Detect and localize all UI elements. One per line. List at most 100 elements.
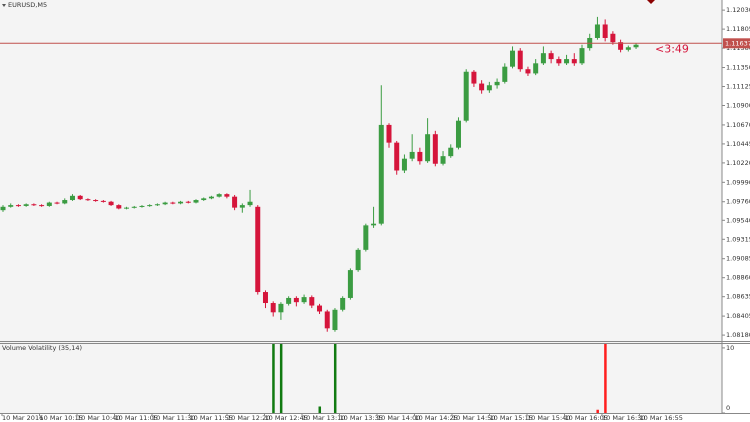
- y-tick-label: 1.08180: [726, 331, 750, 339]
- candle-body: [340, 297, 346, 310]
- candle-body: [486, 85, 492, 91]
- candle-body: [633, 44, 639, 48]
- y-tick-label: 1.11350: [726, 64, 750, 72]
- candle-body: [355, 249, 361, 271]
- candle-body: [77, 195, 83, 200]
- y-tick-label: 1.09085: [726, 255, 750, 263]
- y-tick-label: 1.08405: [726, 312, 750, 320]
- candle-body: [417, 151, 423, 162]
- y-tick-label: 0: [726, 404, 730, 412]
- y-tick-label: 1.11125: [726, 83, 750, 91]
- candle-body: [201, 198, 207, 201]
- candle-body: [401, 158, 407, 171]
- candle-body: [0, 206, 6, 211]
- candle-body: [571, 59, 577, 64]
- countdown: <3:49: [655, 42, 689, 55]
- candle-body: [386, 124, 392, 143]
- candle-body: [432, 134, 438, 164]
- candle-body: [262, 292, 268, 304]
- x-tick-label: 10 Mar 16:55: [640, 414, 683, 422]
- candle-body: [517, 50, 523, 70]
- y-tick-label: 1.09540: [726, 216, 750, 224]
- y-tick-label: 1.08860: [726, 274, 750, 282]
- candle-body: [224, 194, 230, 197]
- x-tick-label: 10 Mar 14:25: [415, 414, 458, 422]
- candle-body: [100, 200, 106, 202]
- candle-body: [440, 156, 446, 164]
- candle-body: [286, 297, 292, 304]
- y-tick-label: 1.09760: [726, 198, 750, 206]
- y-tick-label: 1.10220: [726, 159, 750, 167]
- volatility-bar: [604, 344, 607, 413]
- x-tick-label: 10 Mar 10:40: [77, 414, 120, 422]
- x-tick-label: 10 Mar 16:30: [602, 414, 645, 422]
- candle-body: [479, 83, 485, 91]
- candle-body: [618, 42, 624, 50]
- symbol-label: EURUSD,M5: [8, 1, 47, 9]
- x-tick-label: 10 Mar 15:15: [490, 414, 533, 422]
- candle-body: [185, 201, 191, 203]
- candle-body: [31, 204, 37, 206]
- trade-arrow: [647, 0, 655, 4]
- candle-body: [594, 24, 600, 38]
- candle-body: [564, 59, 570, 64]
- candle-body: [239, 205, 245, 208]
- candle-body: [154, 204, 160, 206]
- menu-triangle: [2, 4, 6, 7]
- candle-body: [510, 50, 516, 67]
- candle-body: [502, 66, 508, 82]
- candle-body: [579, 48, 585, 64]
- candle-body: [108, 201, 114, 206]
- plot-background: [0, 0, 722, 413]
- candle-body: [8, 205, 14, 207]
- candle-body: [162, 202, 168, 205]
- candle-body: [471, 71, 477, 84]
- y-tick-label: 1.09315: [726, 235, 750, 243]
- candle-body: [309, 297, 315, 306]
- volatility-bar: [272, 344, 275, 413]
- candle-body: [270, 303, 276, 313]
- candle-body: [494, 81, 500, 86]
- y-tick-label: 1.08635: [726, 293, 750, 301]
- marks: 1.120301.118051.115801.113501.111251.109…: [0, 6, 750, 422]
- candle-body: [178, 201, 184, 204]
- candle-body: [463, 71, 469, 121]
- candle-body: [193, 200, 199, 203]
- x-tick-label: 10 Mar 11:05: [115, 414, 158, 422]
- volatility-bar: [596, 409, 599, 413]
- indicator-label: Volume Volatility (35,14): [2, 344, 82, 352]
- candle-body: [23, 204, 29, 206]
- candle-body: [556, 59, 562, 64]
- x-tick-label: 10 Mar 10:15: [40, 414, 83, 422]
- candle-body: [332, 309, 338, 331]
- candle-body: [39, 205, 45, 207]
- y-tick-label: 1.10445: [726, 140, 750, 148]
- candle-body: [85, 199, 91, 201]
- candle-body: [139, 205, 145, 207]
- candle-body: [602, 24, 608, 38]
- volatility-bar: [333, 344, 337, 413]
- y-tick-label: 1.09990: [726, 178, 750, 186]
- candle-body: [93, 200, 99, 202]
- candle-body: [409, 151, 415, 159]
- y-tick-label: 1.12030: [726, 6, 750, 14]
- candle-body: [124, 207, 130, 209]
- candle-body: [363, 225, 369, 250]
- volatility-bar: [279, 344, 283, 413]
- candle-body: [425, 134, 431, 162]
- x-tick-label: 10 Mar 16:05: [565, 414, 608, 422]
- candle-body: [347, 270, 353, 298]
- candle-body: [15, 205, 21, 207]
- candle-body: [317, 305, 323, 312]
- y-tick-label: 1.11805: [726, 25, 750, 33]
- candle-body: [170, 202, 176, 204]
- candle-body: [69, 195, 75, 201]
- candle-body: [548, 53, 554, 60]
- last-price-label: 1.11637: [725, 39, 750, 47]
- candle-body: [625, 47, 631, 50]
- candle-body: [232, 196, 238, 208]
- x-tick-label: 10 Mar 13:35: [340, 414, 383, 422]
- candle-body: [533, 63, 539, 74]
- candle-body: [525, 69, 531, 74]
